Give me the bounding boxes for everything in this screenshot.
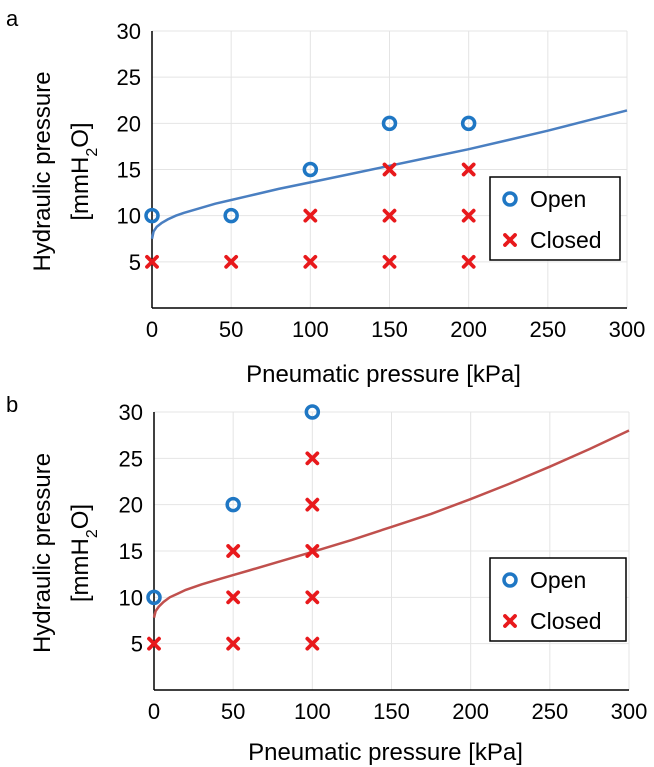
closed-point — [305, 497, 320, 512]
y-axis-label-line2: [mmH2O] — [67, 504, 101, 602]
panel-a: a 0 50 100 150 200 250 300 5 10 15 20 25 30 Pneumatic … — [6, 6, 645, 388]
closed-point — [224, 254, 239, 269]
legend: Open Closed — [489, 557, 627, 642]
y-tick-label: 20 — [117, 111, 141, 136]
y-tick-label: 5 — [129, 250, 141, 275]
panel-b: b 0 50 100 150 200 250 300 5 10 15 20 25 30 Pneumatic … — [6, 392, 647, 766]
panel-letter: b — [6, 392, 18, 417]
y-tick-label: 5 — [131, 632, 143, 657]
legend: Open Closed — [489, 176, 621, 261]
closed-point — [461, 162, 476, 177]
closed-point — [382, 208, 397, 223]
closed-point — [305, 590, 320, 605]
x-tick-label: 200 — [450, 317, 487, 342]
y-tick-label: 25 — [119, 446, 143, 471]
x-tick-label: 0 — [146, 317, 158, 342]
open-point — [146, 589, 162, 606]
legend-entry-closed: Closed — [530, 608, 602, 634]
y-tick-label: 10 — [117, 204, 141, 229]
x-tick-label: 50 — [221, 699, 245, 724]
y-tick-label: 30 — [119, 400, 143, 425]
y-axis-label-line1: Hydraulic pressure — [29, 71, 56, 271]
legend-entry-open: Open — [530, 567, 586, 593]
x-axis-label: Pneumatic pressure [kPa] — [248, 739, 523, 766]
x-tick-label: 300 — [611, 699, 648, 724]
y-tick-label: 20 — [119, 493, 143, 518]
closed-point — [145, 254, 159, 269]
closed-point — [461, 254, 476, 269]
closed-point — [461, 208, 476, 223]
x-tick-label: 150 — [373, 699, 410, 724]
y-tick-label: 15 — [117, 158, 141, 183]
y-tick-label: 30 — [117, 19, 141, 44]
legend-entry-closed: Closed — [530, 227, 602, 253]
closed-point — [382, 254, 397, 269]
legend-closed-marker — [503, 233, 517, 247]
y-tick-label: 15 — [119, 539, 143, 564]
grid — [153, 411, 630, 690]
x-tick-label: 250 — [531, 699, 568, 724]
open-point — [304, 404, 321, 420]
fit-curve — [150, 109, 628, 240]
x-tick-label: 100 — [294, 699, 331, 724]
y-axis-label-line2: [mmH2O] — [67, 122, 101, 220]
closed-point — [305, 544, 320, 558]
open-point — [460, 115, 477, 132]
closed-point — [305, 451, 320, 466]
open-point — [302, 161, 319, 178]
x-tick-label: 100 — [292, 317, 329, 342]
x-tick-label: 300 — [609, 317, 646, 342]
panel-letter: a — [6, 6, 19, 31]
y-tick-label: 25 — [117, 65, 141, 90]
open-point — [381, 115, 398, 132]
closed-point — [226, 544, 241, 558]
closed-point — [382, 162, 397, 177]
open-point — [223, 207, 239, 224]
closed-point — [226, 590, 241, 605]
legend-entry-open: Open — [530, 186, 586, 212]
y-tick-label: 10 — [119, 585, 143, 610]
legend-open-marker — [502, 572, 518, 588]
open-point — [225, 496, 241, 513]
closed-point — [303, 208, 318, 223]
x-tick-label: 250 — [529, 317, 566, 342]
x-axis-label: Pneumatic pressure [kPa] — [246, 361, 521, 388]
x-tick-label: 150 — [371, 317, 408, 342]
legend-closed-marker — [503, 614, 517, 628]
x-tick-label: 0 — [148, 699, 160, 724]
y-axis-label-line1: Hydraulic pressure — [29, 453, 56, 653]
x-tick-label: 50 — [219, 317, 243, 342]
closed-point — [305, 636, 320, 651]
closed-point — [147, 636, 161, 651]
x-tick-label: 200 — [452, 699, 489, 724]
closed-point — [226, 636, 241, 651]
closed-point — [303, 254, 318, 269]
fit-curve — [152, 429, 630, 618]
open-point — [144, 207, 160, 224]
legend-open-marker — [502, 191, 518, 207]
